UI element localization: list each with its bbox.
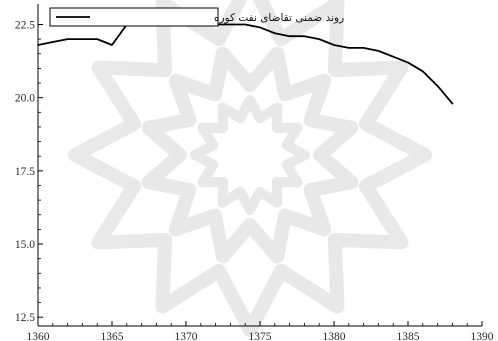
x-tick-label: 1370	[175, 331, 198, 341]
x-tick-label: 1365	[101, 331, 124, 341]
watermark-outer-star	[68, 0, 432, 337]
y-tick-label: 15.0	[15, 239, 35, 251]
y-axis-ticks: 12.5 15.0 17.5 20.0 22.5	[15, 19, 43, 324]
series-line-fuel-oil-demand-trend	[37, 14, 454, 105]
watermark-pattern-decoration	[68, 0, 432, 337]
legend: روند ضمنی تقاضای نفت کوره	[49, 7, 344, 27]
x-tick-label: 1375	[249, 331, 272, 341]
y-tick-label: 17.5	[15, 166, 35, 178]
legend-label: روند ضمنی تقاضای نفت کوره	[214, 12, 344, 24]
watermark-middle-star	[141, 46, 359, 264]
x-tick-label: 1360	[27, 331, 50, 341]
x-axis-ticks: 1360 1365 1370 1375 1380 1385 1390	[27, 321, 494, 341]
y-tick-label: 20.0	[15, 93, 35, 105]
y-tick-label: 22.5	[15, 19, 35, 31]
x-tick-label: 1380	[323, 331, 346, 341]
watermark-inner-star	[190, 95, 310, 215]
legend-box	[49, 7, 219, 27]
x-tick-label: 1385	[397, 331, 420, 341]
y-tick-label: 12.5	[15, 312, 35, 324]
x-tick-label: 1390	[471, 331, 494, 341]
